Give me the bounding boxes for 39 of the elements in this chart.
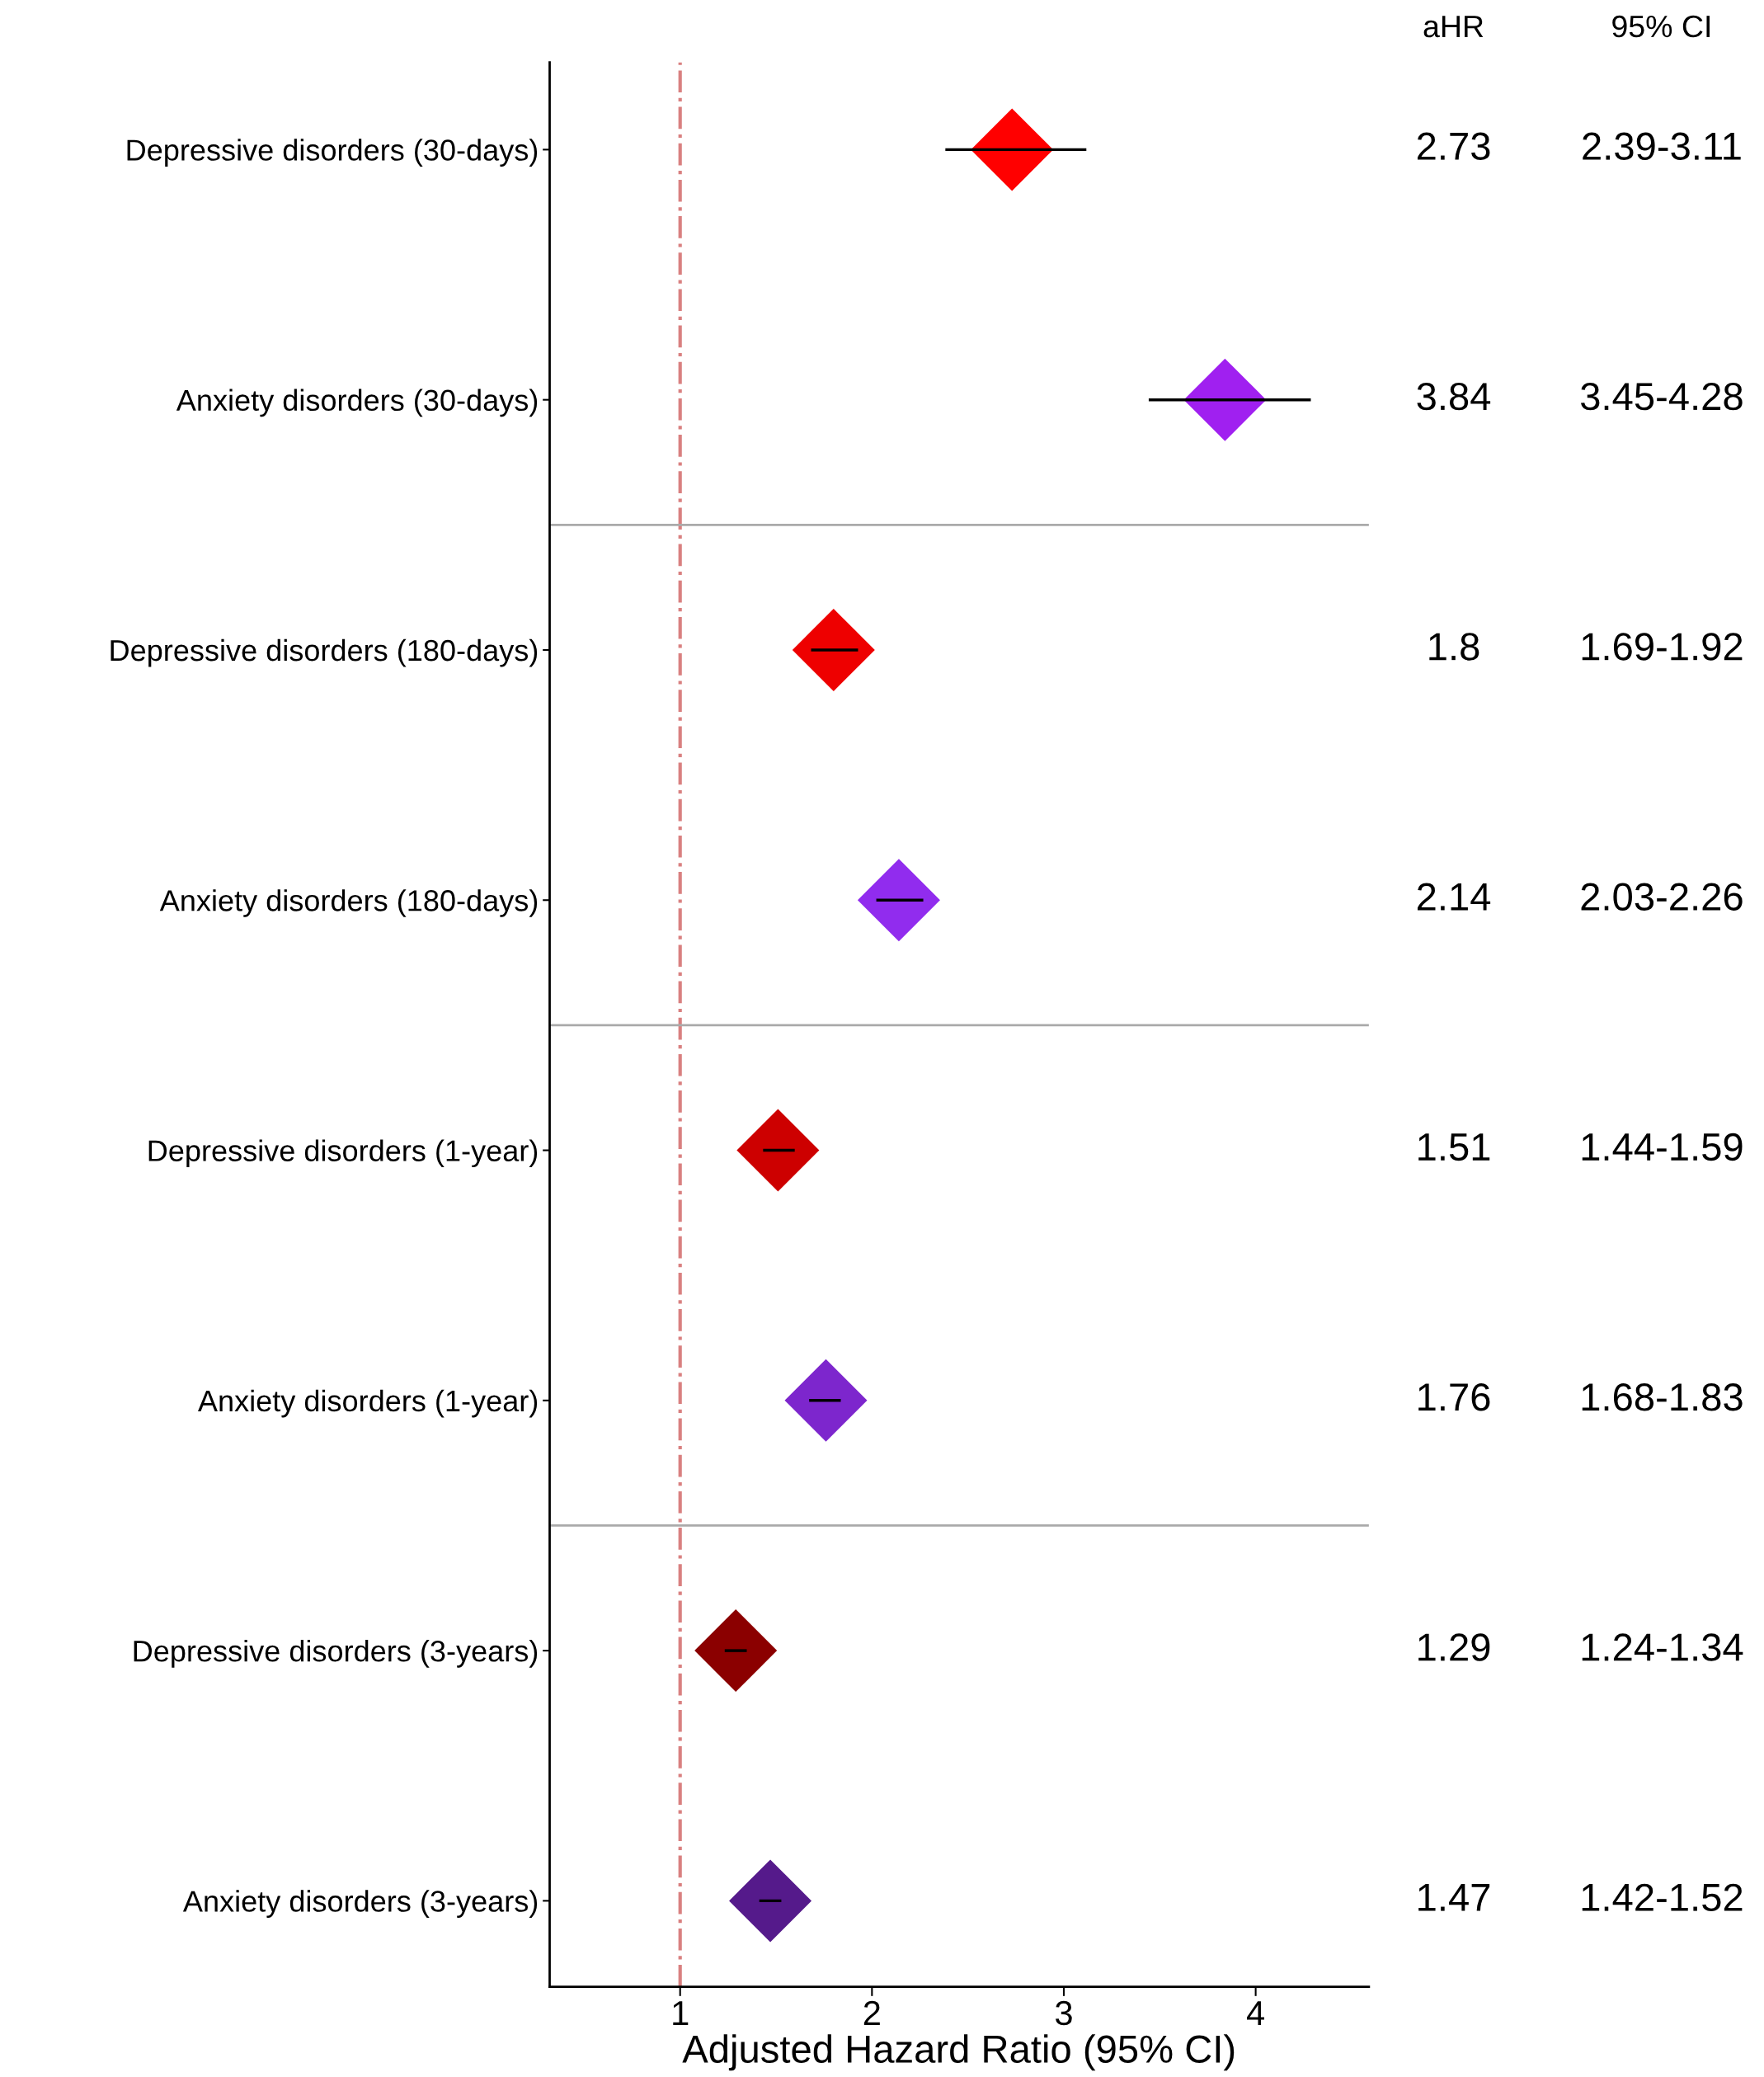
point [784, 1359, 868, 1442]
x-tick-label: 3 [1055, 2000, 1072, 2026]
text: 1.68-1.83 [1582, 1383, 1743, 1411]
y-tick-label: Depressive disorders (3-years) [134, 1640, 538, 1668]
x-tick-label: 1 [673, 2001, 689, 2025]
point [694, 1609, 778, 1693]
y-tick-label: Anxiety disorders (1-year) [198, 1389, 538, 1418]
text: 1.44-1.59 [1582, 1133, 1743, 1161]
x-axis-title: Adjusted Hazard Ratio (95% CI) [682, 2034, 1235, 2071]
data-label: 1.8 [1429, 633, 1479, 661]
point [729, 1859, 812, 1943]
x-tick-label: 4 [1246, 2001, 1264, 2025]
data-label: 1.51 [1418, 1133, 1490, 1161]
data-label: 3.84 [1417, 382, 1491, 411]
data-label: 1.76 [1418, 1383, 1490, 1411]
data-label: 2.73 [1417, 132, 1490, 161]
y-tick-label: Anxiety disorders (30-days) [176, 389, 538, 417]
point [792, 608, 875, 691]
text: 2.03-2.26 [1581, 883, 1743, 911]
data-label: 1.29 [1418, 1633, 1490, 1661]
data-label: 1.47 [1418, 1884, 1490, 1911]
y-tick-label: Depressive disorders (180-days) [111, 638, 538, 667]
data-label: 2.14 [1417, 883, 1491, 911]
y-tick-label: Depressive disorders (1-year) [148, 1139, 538, 1168]
y-tick-label: Depressive disorders (30-days) [127, 139, 538, 167]
point [857, 859, 940, 942]
point [736, 1109, 820, 1192]
point [971, 108, 1054, 191]
y-tick-label: Anxiety disorders (180-days) [159, 889, 538, 917]
y-tick-label: Anxiety disorders (3-years) [182, 1890, 538, 1918]
text: 3.45-4.28 [1580, 382, 1743, 411]
text: 1.69-1.92 [1582, 633, 1743, 661]
text: aHR [1423, 16, 1484, 38]
text: 1.42-1.52 [1582, 1883, 1743, 1912]
text: 1.24-1.34 [1582, 1633, 1743, 1661]
point [1183, 358, 1267, 441]
x-tick-label: 2 [863, 2000, 880, 2025]
text: 2.39-3.11 [1583, 132, 1741, 161]
text: 95% CI [1612, 15, 1710, 38]
